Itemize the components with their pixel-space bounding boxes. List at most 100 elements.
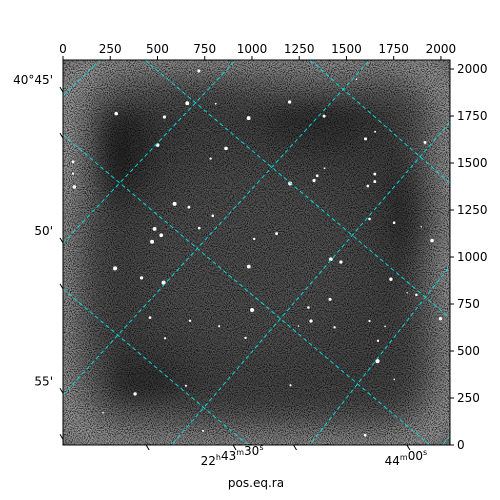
axes: 0 250 500 750 1000 1250 1500 1750 2000 0 250 500 750… [13,42,487,468]
star [329,257,333,262]
star [113,266,118,271]
dec-tick-label: 50' [34,224,53,238]
star [288,181,293,186]
x-top-tick-label: 500 [146,42,169,56]
star [187,205,191,209]
star [374,130,377,133]
y-right-tick-label: 1750 [457,109,488,123]
y-right-tick-label: 0 [457,438,465,452]
noise-texture [63,60,450,445]
star [392,221,396,224]
star [224,146,228,151]
ra-tick-label: 44m00s [385,448,428,468]
y-right-tick-label: 1500 [457,156,488,170]
star [384,325,386,328]
x-top-tick-label: 0 [59,42,67,56]
grid-line [309,265,450,445]
star [363,433,367,437]
star [152,226,157,231]
star [406,292,408,294]
x-top-tick-label: 750 [193,42,216,56]
star [114,111,118,116]
y-right-tick-label: 2000 [457,62,488,76]
star [252,237,256,241]
star [322,114,326,118]
star [366,184,370,188]
star [71,160,75,164]
star [246,264,251,269]
stars [71,69,443,437]
star [163,337,167,340]
dec-tick [59,237,64,244]
x-top-tick-label: 1000 [237,42,268,56]
y-right-tick-label: 1000 [457,250,488,264]
grid-line [63,60,371,396]
star [209,157,212,160]
ra-tick [406,444,411,451]
star [172,201,177,206]
star [197,226,201,230]
plot-frame [62,59,451,446]
star [133,392,137,396]
star [375,359,380,364]
x-top-tick-label: 1250 [284,42,315,56]
star [363,137,368,141]
star [218,325,221,328]
star [355,78,358,81]
star [307,306,310,309]
star [244,336,247,340]
dec-tick-label: 40°45' [13,73,53,87]
star [184,384,187,387]
y-right-tick-label: 750 [457,297,480,311]
x-top-tick-label: 2000 [426,42,457,56]
star [297,325,300,327]
y-right-tick-label: 500 [457,344,480,358]
star [393,378,396,381]
star [162,115,167,119]
star [368,217,371,221]
star [368,319,371,323]
star [201,429,205,432]
star [423,140,427,144]
y-right-tick-label: 1250 [457,203,488,217]
star [309,319,313,323]
dec-tick-label: 55' [34,374,53,388]
sky-image [63,60,450,445]
star [415,293,418,297]
star [420,226,423,228]
dec-tick [59,388,64,394]
star [250,308,255,312]
star [438,317,443,321]
star [373,180,377,184]
grid-line [63,134,431,445]
star [159,233,164,238]
star [185,101,190,106]
star [430,238,434,243]
grid-line [63,60,101,97]
star [72,185,76,189]
ra-minor-tick [145,444,150,451]
star [246,116,251,121]
grid-line [309,60,450,184]
x-top-tick-label: 250 [99,42,122,56]
star [328,297,332,301]
dec-minor-tick [59,132,64,139]
coordinate-grid [63,60,450,445]
star [275,232,279,236]
star [376,339,380,342]
star [197,69,201,73]
ra-minor-tick [293,444,297,451]
star [211,214,215,217]
star [188,319,192,322]
x-top-tick-label: 1500 [331,42,362,56]
y-right-tick-label: 250 [457,391,480,405]
star [323,167,326,170]
star [333,326,336,329]
star [71,172,75,175]
grid-line [63,288,249,445]
star [214,102,217,105]
star [373,172,377,176]
star [150,239,155,244]
grid-line [441,435,450,445]
